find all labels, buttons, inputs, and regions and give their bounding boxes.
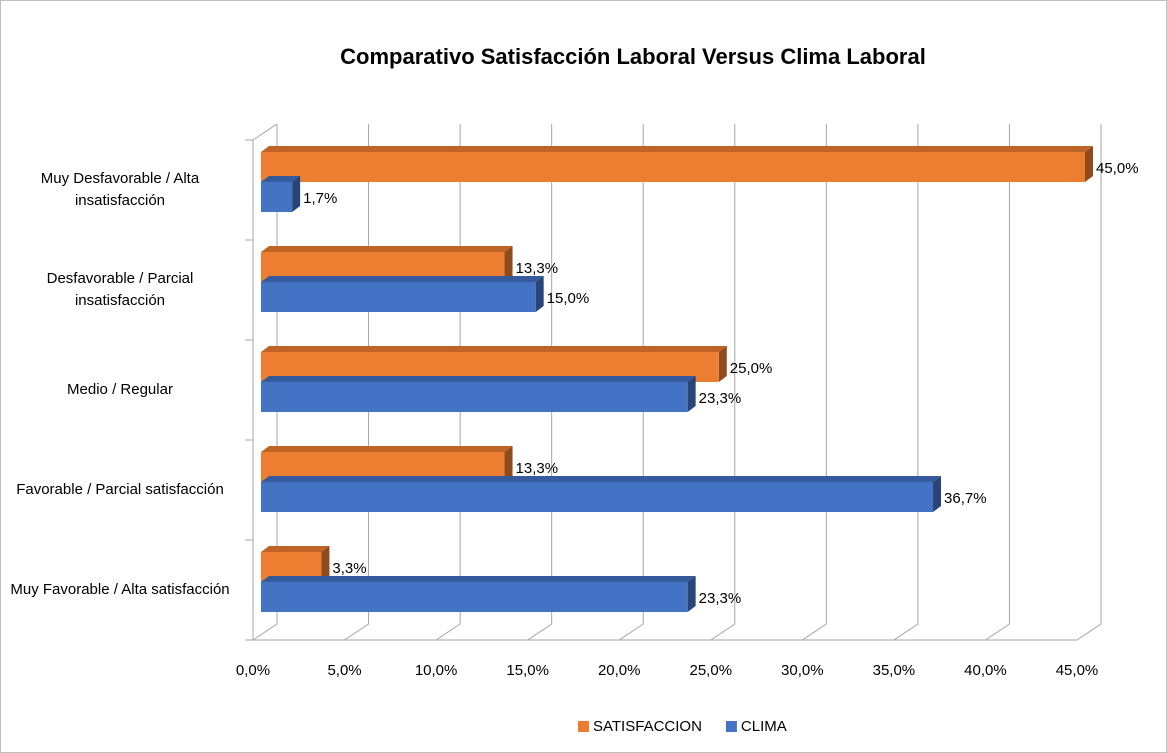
- data-label: 23,3%: [699, 390, 742, 407]
- data-label: 15,0%: [547, 290, 590, 307]
- data-label: 13,3%: [516, 460, 559, 477]
- bar: [261, 276, 544, 312]
- x-tick-label: 25,0%: [690, 662, 733, 679]
- grid-line: [710, 124, 736, 641]
- grid-line: [1076, 124, 1102, 641]
- legend-label: CLIMA: [741, 718, 787, 735]
- grid-line: [802, 124, 827, 641]
- y-tick-label: Favorable / Parcial satisfacción: [16, 481, 224, 498]
- chart-title: Comparativo Satisfacción Laboral Versus …: [340, 44, 926, 69]
- bar: [261, 376, 696, 412]
- axis-line: [252, 123, 278, 141]
- data-label: 1,7%: [303, 190, 337, 207]
- x-tick-label: 45,0%: [1056, 662, 1099, 679]
- x-tick-label: 35,0%: [873, 662, 916, 679]
- x-tick-label: 40,0%: [964, 662, 1007, 679]
- legend-swatch: [578, 721, 589, 732]
- legend-label: SATISFACCION: [593, 718, 702, 735]
- grid-line: [618, 124, 644, 641]
- x-tick-label: 15,0%: [506, 662, 549, 679]
- x-tick-label: 20,0%: [598, 662, 641, 679]
- y-tick-label: Muy Desfavorable / Alta insatisfacción: [40, 170, 200, 209]
- legend-swatch: [725, 721, 737, 732]
- data-label: 36,7%: [944, 490, 987, 507]
- grid-line: [985, 124, 1010, 641]
- data-label: 25,0%: [730, 360, 773, 377]
- bar: [261, 576, 696, 612]
- data-label: 45,0%: [1096, 160, 1139, 177]
- data-label: 13,3%: [516, 260, 559, 277]
- y-tick-label: Muy Favorable / Alta satisfacción: [10, 581, 230, 598]
- bar: [261, 476, 942, 512]
- grid-line: [527, 124, 553, 641]
- x-tick-label: 0,0%: [236, 662, 270, 679]
- y-tick-label: Desfavorable / Parcial insatisfacción: [46, 270, 194, 309]
- grid-line: [893, 124, 919, 641]
- x-tick-label: 10,0%: [415, 662, 458, 679]
- x-tick-label: 30,0%: [781, 662, 824, 679]
- data-label: 3,3%: [332, 560, 366, 577]
- x-tick-label: 5,0%: [327, 662, 361, 679]
- y-tick-label: Medio / Regular: [67, 381, 173, 398]
- bar: [261, 146, 1093, 182]
- bar: [261, 176, 301, 212]
- data-label: 23,3%: [699, 590, 742, 607]
